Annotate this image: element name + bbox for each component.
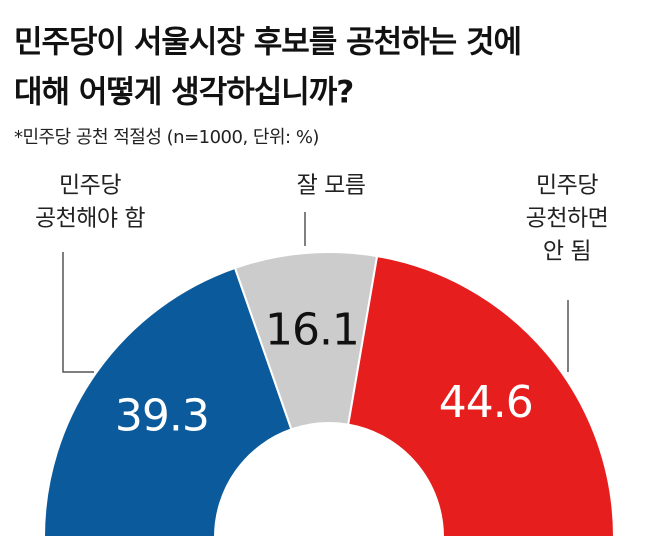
leader-line xyxy=(62,252,94,373)
chart-title-line: 대해 어떻게 생각하십니까? xyxy=(14,75,353,111)
category-label: 공천해야 함 xyxy=(35,206,145,232)
category-label: 공천하면 xyxy=(526,206,609,232)
chart-title-line: 민주당이 서울시장 후보를 공천하는 것에 xyxy=(14,25,521,61)
value-label: 44.6 xyxy=(439,377,533,428)
value-label: 16.1 xyxy=(265,305,359,356)
value-label: 39.3 xyxy=(115,390,209,441)
category-label: 민주당 xyxy=(59,173,121,199)
category-label: 안 됨 xyxy=(543,239,591,265)
category-label: 민주당 xyxy=(536,173,598,199)
category-label: 잘 모름 xyxy=(297,173,366,199)
slice xyxy=(347,254,616,537)
slice xyxy=(42,266,293,537)
chart-subtitle: *민주당 공천 적절성 (n=1000, 단위: %) xyxy=(14,127,319,148)
